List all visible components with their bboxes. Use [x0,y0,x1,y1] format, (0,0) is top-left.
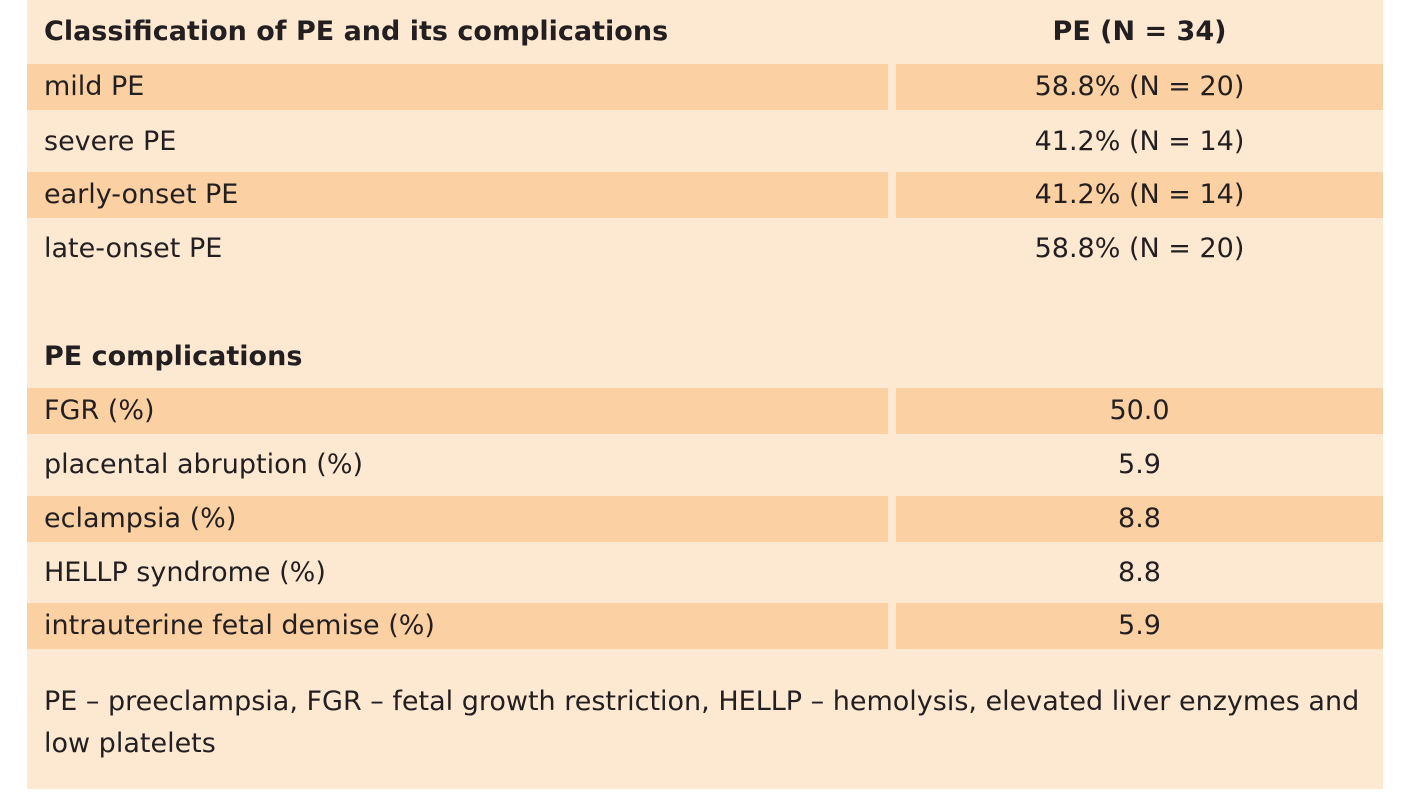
row-value: 8.8 [896,496,1383,542]
table-row: placental abruption (%) 5.9 [27,442,1383,488]
row-label: severe PE [44,126,177,157]
row-value: 8.8 [1118,557,1161,588]
row-label: late-onset PE [44,233,223,264]
row-label: HELLP syndrome (%) [44,557,326,588]
table-footnote: PE – preeclampsia, FGR – fetal growth re… [44,686,1360,759]
table-row: eclampsia (%) 8.8 [27,496,1383,542]
row-value: 5.9 [896,603,1383,649]
row-value: 50.0 [896,388,1383,434]
table-row: mild PE 58.8% (N = 20) [27,64,1383,110]
row-value: 41.2% (N = 14) [1034,126,1245,157]
row-label: placental abruption (%) [44,449,364,480]
row-value: 58.8% (N = 20) [896,64,1383,110]
complications-section-title: PE complications [44,341,303,372]
row-value: 58.8% (N = 20) [1034,233,1245,264]
table-row: severe PE 41.2% (N = 14) [27,119,1383,165]
table-panel: Classification of PE and its complicatio… [27,0,1383,789]
header-classification: Classification of PE and its complicatio… [44,16,669,47]
table-row: intrauterine fetal demise (%) 5.9 [27,603,1383,649]
table-row: HELLP syndrome (%) 8.8 [27,550,1383,596]
row-label: early-onset PE [27,172,888,218]
row-label: eclampsia (%) [27,496,888,542]
row-label: mild PE [27,64,888,110]
row-label: intrauterine fetal demise (%) [27,603,888,649]
table-row: early-onset PE 41.2% (N = 14) [27,172,1383,218]
table-row: FGR (%) 50.0 [27,388,1383,434]
row-value: 5.9 [1118,449,1161,480]
header-pe-count: PE (N = 34) [1052,16,1227,47]
table-header-row: Classification of PE and its complicatio… [27,9,1383,55]
table-row: late-onset PE 58.8% (N = 20) [27,226,1383,272]
row-value: 41.2% (N = 14) [896,172,1383,218]
row-label: FGR (%) [27,388,888,434]
